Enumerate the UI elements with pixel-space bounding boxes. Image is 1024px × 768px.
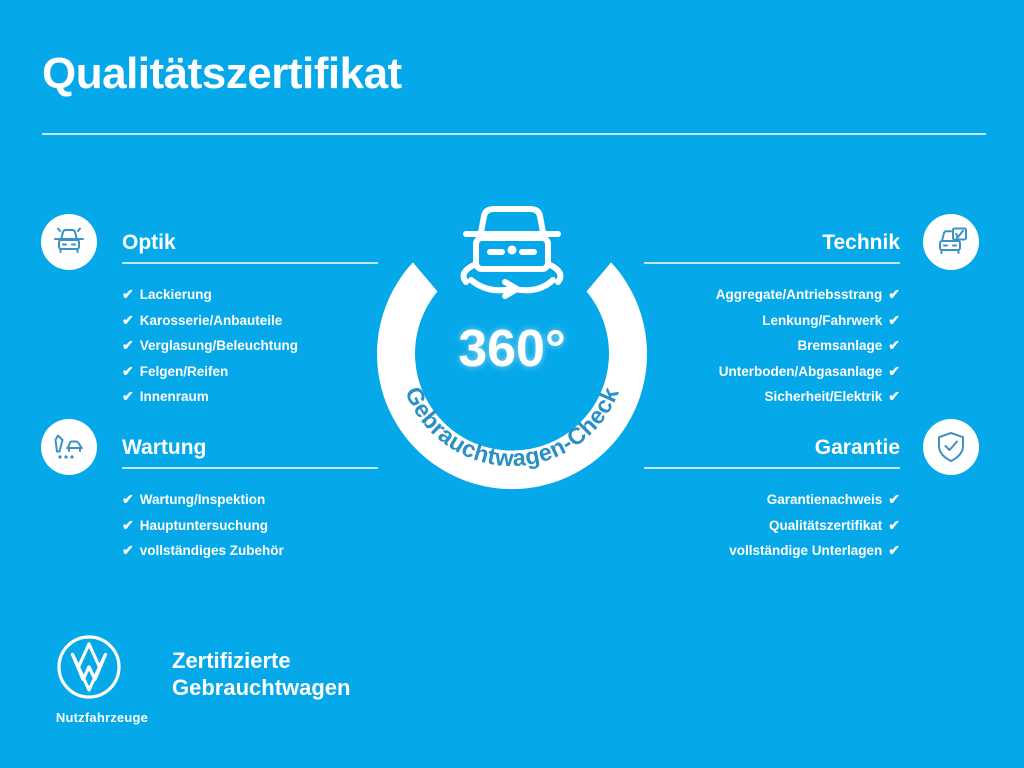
list-item-label: vollständiges Zubehör [139,543,284,559]
badge-center-label: 360° [458,320,566,378]
list-item: Bremsanlage ✔ [644,333,900,359]
check-icon: ✔ [888,337,900,354]
list-item-label: Lenkung/Fahrwerk [762,312,883,328]
list-item-label: Lackierung [139,287,212,303]
list-item: Sicherheit/Elektrik ✔ [644,384,900,410]
footer-claim-line2: Gebrauchtwagen [172,674,351,700]
section-heading-optik: Optik [122,231,176,254]
car-rotate-icon [460,206,564,299]
check-icon: ✔ [122,362,134,379]
section-list-wartung: ✔ Wartung/Inspektion ✔ Hauptuntersuchung ✔… [122,487,378,564]
list-item: Aggregate/Antriebsstrang ✔ [644,282,900,308]
section-list-optik: ✔ Lackierung ✔ Karosserie/Anbauteile ✔ Verg… [122,282,378,410]
check-icon: ✔ [122,491,134,508]
footer-claim: Zertifizierte Gebrauchtwagen [172,648,350,702]
section-wartung: Wartung ✔ Wartung/Inspektion ✔ Hauptunters… [122,436,378,564]
icon-badge-garantie [923,419,979,475]
list-item: Qualitätszertifikat ✔ [644,513,900,539]
wrench-car-icon [52,432,86,462]
section-heading-wartung: Wartung [122,436,207,459]
check-icon: ✔ [122,516,134,533]
car-checklist-icon [934,227,968,257]
list-item: Garantienachweis ✔ [644,487,900,513]
list-item: Unterboden/Abgasanlage ✔ [644,359,900,385]
check-icon: ✔ [122,286,134,303]
header-divider [42,133,986,135]
check-icon: ✔ [888,388,900,405]
badge-ring-graphic: Gebrauchtwagen-Check [377,206,647,490]
icon-badge-optik [41,214,97,270]
list-item-label: Hauptuntersuchung [139,517,268,533]
list-item: ✔ Verglasung/Beleuchtung [122,333,378,359]
list-item: ✔ Hauptuntersuchung [122,513,378,539]
list-item: ✔ vollständiges Zubehör [122,538,378,564]
check-icon: ✔ [888,542,900,559]
list-item-label: Sicherheit/Elektrik [764,389,883,405]
shield-check-icon [936,431,966,463]
page-title: Qualitätszertifikat [42,49,402,98]
section-optik: Optik ✔ Lackierung ✔ Karosserie/Anbauteile… [122,231,378,410]
footer-claim-line1: Zertifizierte [172,648,291,673]
badge-360-check: Gebrauchtwagen-Check 360° [362,190,662,500]
list-item-label: Karosserie/Anbauteile [139,312,283,328]
list-item-label: Wartung/Inspektion [139,492,266,508]
section-divider-wartung [122,467,378,470]
list-item-label: Qualitätszertifikat [768,517,883,533]
check-icon: ✔ [122,388,134,405]
list-item-label: vollständige Unterlagen [729,543,883,559]
list-item-label: Innenraum [139,389,209,405]
list-item: ✔ Wartung/Inspektion [122,487,378,513]
check-icon: ✔ [888,516,900,533]
section-divider-garantie [644,467,900,470]
check-icon: ✔ [888,311,900,328]
icon-badge-wartung [41,419,97,475]
section-garantie: Garantie Garantienachweis ✔ Qualitätszert… [644,436,900,564]
check-icon: ✔ [888,491,900,508]
list-item-label: Aggregate/Antriebsstrang [715,287,883,303]
check-icon: ✔ [122,542,134,559]
check-icon: ✔ [888,286,900,303]
section-divider-technik [644,262,900,265]
section-heading-technik: Technik [822,231,900,254]
section-divider-optik [122,262,378,265]
check-icon: ✔ [122,337,134,354]
list-item-label: Bremsanlage [797,338,883,354]
list-item: ✔ Innenraum [122,384,378,410]
list-item-label: Verglasung/Beleuchtung [139,338,299,354]
section-list-technik: Aggregate/Antriebsstrang ✔ Lenkung/Fahrwe… [644,282,900,410]
ring-arc [377,262,647,490]
icon-badge-technik [923,214,979,270]
list-item: ✔ Karosserie/Anbauteile [122,308,378,334]
section-list-garantie: Garantienachweis ✔ Qualitätszertifikat ✔ v… [644,487,900,564]
list-item: ✔ Felgen/Reifen [122,359,378,385]
list-item-label: Felgen/Reifen [139,363,229,379]
vw-logo-icon [57,635,121,699]
vw-logo [56,634,148,705]
list-item: ✔ Lackierung [122,282,378,308]
section-heading-garantie: Garantie [814,436,900,459]
list-item: vollständige Unterlagen ✔ [644,538,900,564]
check-icon: ✔ [122,311,134,328]
list-item-label: Unterboden/Abgasanlage [718,363,883,379]
list-item: Lenkung/Fahrwerk ✔ [644,308,900,334]
check-icon: ✔ [888,362,900,379]
car-front-icon [52,227,86,257]
list-item-label: Garantienachweis [766,492,883,508]
section-technik: Technik Aggregate/Antriebsstrang ✔ Lenkun… [644,231,900,410]
vw-logo-subtitle: Nutzfahrzeuge [55,710,149,725]
